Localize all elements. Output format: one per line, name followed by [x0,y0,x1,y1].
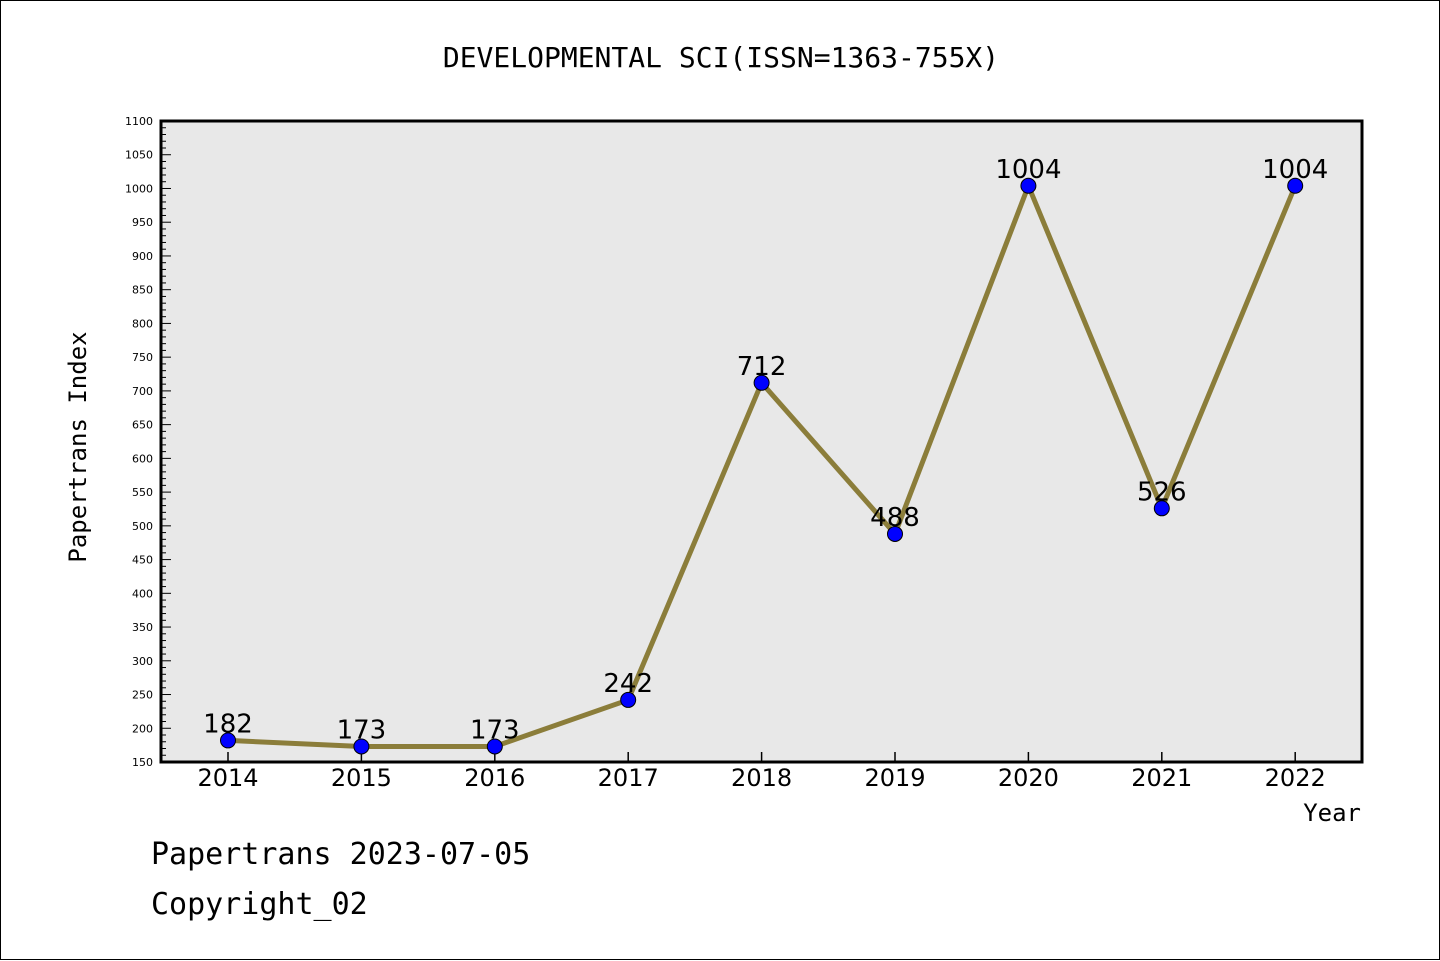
x-axis: 2014 2015 2016 2017 2018 2019 2020 2021 2022 [197,752,1326,792]
y-tick-label: 700 [132,385,153,398]
data-point [486,738,503,755]
y-tick-label: 350 [132,621,153,634]
x-tick-label: 2014 [197,764,258,792]
data-label: 1004 [995,155,1061,185]
x-tick-label: 2019 [864,764,925,792]
y-tick-label: 1000 [125,182,153,195]
x-tick-label: 2017 [598,764,659,792]
y-tick-label: 650 [132,419,153,432]
x-tick-label: 2018 [731,764,792,792]
y-tick-label: 450 [132,554,153,567]
footer-copyright: Copyright_02 [151,887,368,922]
data-label: 1004 [1262,155,1328,185]
plot-area [159,119,1364,764]
data-point [1020,177,1037,194]
data-label: 712 [737,352,787,382]
data-point [220,732,236,749]
footer-date: Papertrans 2023-07-05 [151,837,531,872]
x-tick-label: 2022 [1265,764,1326,792]
data-label: 488 [870,503,920,533]
y-tick-label: 900 [132,250,153,263]
data-point [753,374,770,391]
series-line-group: 182 173 173 242 712 488 1004 526 1004 [203,155,1328,755]
x-tick-label: 2020 [998,764,1059,792]
x-tick-label: 2021 [1131,764,1192,792]
y-tick-label: 250 [132,689,153,702]
data-label: 182 [203,709,253,739]
y-tick-label: 1050 [125,149,153,162]
x-axis-title: Year [1303,799,1361,827]
data-label: 173 [470,715,520,745]
y-tick-label: 800 [132,317,153,330]
x-tick-label: 2015 [331,764,392,792]
chart-title: DEVELOPMENTAL SCI(ISSN=1363-755X) [443,41,999,74]
data-point [353,738,370,755]
y-tick-label: 850 [132,284,153,297]
y-tick-label: 750 [132,351,153,364]
data-point [1287,177,1304,194]
y-tick-label: 500 [132,520,153,533]
y-tick-label: 550 [132,486,153,499]
y-axis-title: Papertrans Index [64,331,92,562]
y-tick-label: 600 [132,452,153,465]
data-label: 526 [1137,477,1187,507]
y-tick-label: 950 [132,216,153,229]
data-point [620,691,637,708]
data-point [887,525,903,542]
y-tick-label: 400 [132,587,153,600]
y-tick-label: 300 [132,655,153,668]
y-tick-label: 150 [132,756,153,769]
y-axis: 150 200 250 300 350 400 450 500 550 600 650 700 750 8… [125,115,171,769]
x-tick-label: 2016 [464,764,525,792]
data-label: 173 [337,715,387,745]
y-tick-label: 200 [132,722,153,735]
data-label: 242 [603,669,653,699]
data-point [1153,500,1170,517]
y-tick-label: 1100 [125,115,153,128]
